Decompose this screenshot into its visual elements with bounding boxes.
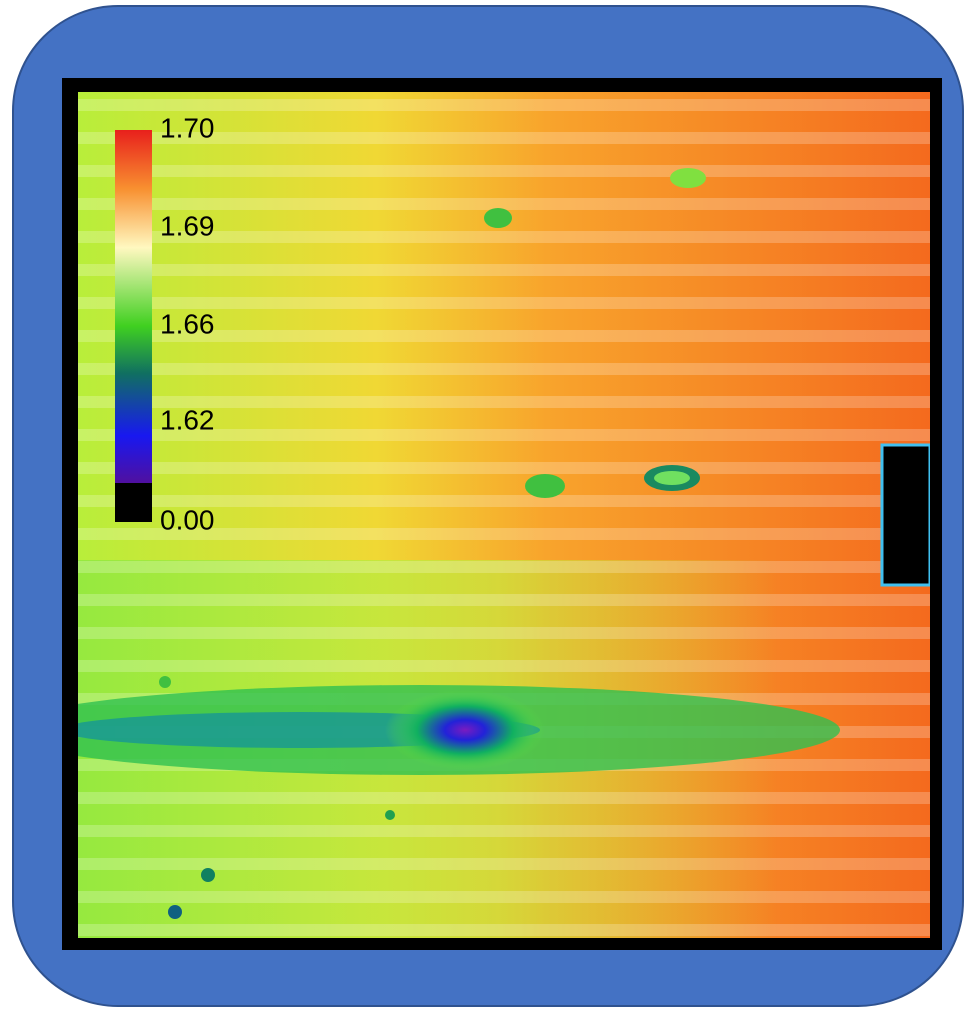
colorbar: [115, 130, 152, 522]
colorbar-label: 1.66: [160, 308, 215, 339]
colorbar-label: 0.00: [160, 504, 215, 535]
colorbar-label: 1.69: [160, 210, 215, 241]
figure: 1.70 1.69 1.66 1.62 0.00: [0, 0, 967, 1011]
colorbar-label: 1.70: [160, 112, 215, 143]
colorbar-label: 1.62: [160, 404, 215, 435]
page: 1.70 1.69 1.66 1.62 0.00 (() => { const …: [0, 0, 967, 1011]
